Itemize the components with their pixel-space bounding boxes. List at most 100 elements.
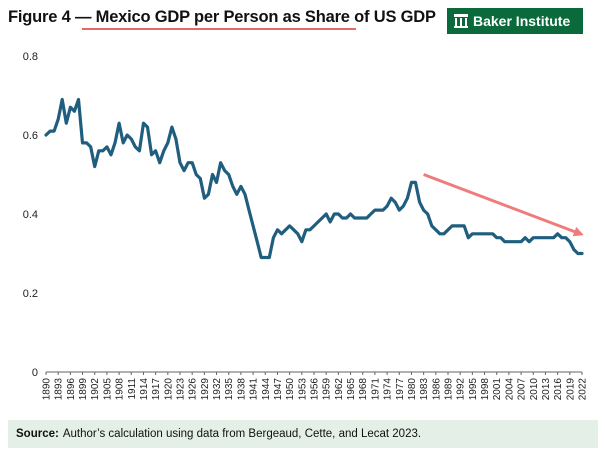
data-point xyxy=(175,138,177,140)
x-tick-label: 1953 xyxy=(297,378,308,401)
data-point xyxy=(215,181,217,183)
x-tick-label: 1935 xyxy=(224,378,235,401)
data-point xyxy=(110,154,112,156)
data-point xyxy=(556,233,558,235)
x-tick-label: 1944 xyxy=(261,378,272,401)
x-tick-label: 1920 xyxy=(163,378,174,401)
x-tick-label: 1950 xyxy=(285,378,296,401)
x-tick-label: 2001 xyxy=(492,378,503,401)
data-point xyxy=(236,193,238,195)
title-underline xyxy=(82,28,356,30)
series-line xyxy=(44,97,584,260)
x-tick-label: 1899 xyxy=(78,378,89,401)
data-point xyxy=(122,142,124,144)
x-tick-label: 1962 xyxy=(334,378,345,401)
x-tick-label: 1893 xyxy=(54,378,65,401)
x-tick-label: 1914 xyxy=(139,378,150,401)
data-point xyxy=(581,252,583,254)
data-point xyxy=(569,241,571,243)
data-point xyxy=(337,213,339,215)
data-point xyxy=(544,237,546,239)
data-point xyxy=(171,126,173,128)
data-point xyxy=(467,237,469,239)
line-chart: 00.20.40.60.8 1890 1893 1896 1899 1902 1905 19… xyxy=(23,51,589,400)
y-tick-label: 0.6 xyxy=(23,130,38,142)
x-tick-label: 1932 xyxy=(212,378,223,401)
data-point xyxy=(61,98,63,100)
x-tick-label: 2019 xyxy=(565,378,576,401)
x-axis-ticks: 1890 1893 1896 1899 1902 1905 1908 1911 1914 1917… xyxy=(42,372,589,400)
data-point xyxy=(276,229,278,231)
trend-arrow xyxy=(423,173,584,237)
data-point xyxy=(154,150,156,152)
series-points xyxy=(45,98,583,258)
data-point xyxy=(341,217,343,219)
x-tick-label: 1995 xyxy=(468,378,479,401)
data-point xyxy=(349,213,351,215)
data-point xyxy=(138,150,140,152)
data-point xyxy=(159,162,161,164)
source-note: Source: Author’s calculation using data … xyxy=(8,420,598,448)
data-point xyxy=(577,252,579,254)
x-tick-label: 2013 xyxy=(541,378,552,401)
data-point xyxy=(150,154,152,156)
data-point xyxy=(398,209,400,211)
data-point xyxy=(146,126,148,128)
data-point xyxy=(309,229,311,231)
x-tick-label: 2010 xyxy=(529,378,540,401)
data-point xyxy=(463,225,465,227)
x-tick-label: 1896 xyxy=(66,378,77,401)
data-point xyxy=(471,233,473,235)
data-point xyxy=(479,233,481,235)
data-point xyxy=(362,217,364,219)
data-point xyxy=(240,185,242,187)
data-point xyxy=(451,225,453,227)
data-point xyxy=(219,162,221,164)
data-point xyxy=(386,205,388,207)
data-point xyxy=(512,241,514,243)
data-point xyxy=(232,185,234,187)
data-point xyxy=(106,146,108,148)
data-point xyxy=(142,122,144,124)
data-point xyxy=(540,237,542,239)
data-point xyxy=(284,229,286,231)
data-point xyxy=(191,162,193,164)
data-point xyxy=(98,150,100,152)
data-point xyxy=(45,134,47,136)
data-point xyxy=(427,213,429,215)
data-point xyxy=(301,241,303,243)
data-point xyxy=(90,146,92,148)
data-point xyxy=(447,229,449,231)
data-point xyxy=(85,142,87,144)
data-point xyxy=(321,217,323,219)
x-tick-label: 1977 xyxy=(395,378,406,401)
brand-logo: Baker Institute xyxy=(447,8,583,34)
data-point xyxy=(500,237,502,239)
data-point xyxy=(394,201,396,203)
x-tick-label: 1911 xyxy=(127,378,138,400)
x-tick-label: 2007 xyxy=(517,378,528,401)
x-tick-label: 1983 xyxy=(419,378,430,401)
x-tick-label: 1917 xyxy=(151,378,162,401)
x-tick-label: 1902 xyxy=(90,378,101,401)
data-point xyxy=(325,213,327,215)
data-point xyxy=(573,248,575,250)
data-point xyxy=(406,197,408,199)
data-point xyxy=(268,256,270,258)
x-tick-label: 2004 xyxy=(504,378,515,401)
data-point xyxy=(69,106,71,108)
data-point xyxy=(422,209,424,211)
x-tick-label: 1986 xyxy=(431,378,442,401)
data-point xyxy=(293,229,295,231)
data-point xyxy=(57,118,59,120)
x-tick-label: 1971 xyxy=(370,378,381,401)
x-tick-label: 1968 xyxy=(358,378,369,401)
x-tick-label: 1938 xyxy=(236,378,247,401)
data-point xyxy=(443,233,445,235)
data-point xyxy=(475,233,477,235)
data-point xyxy=(414,181,416,183)
data-point xyxy=(183,169,185,171)
data-point xyxy=(167,142,169,144)
data-point xyxy=(280,233,282,235)
data-point xyxy=(370,213,372,215)
